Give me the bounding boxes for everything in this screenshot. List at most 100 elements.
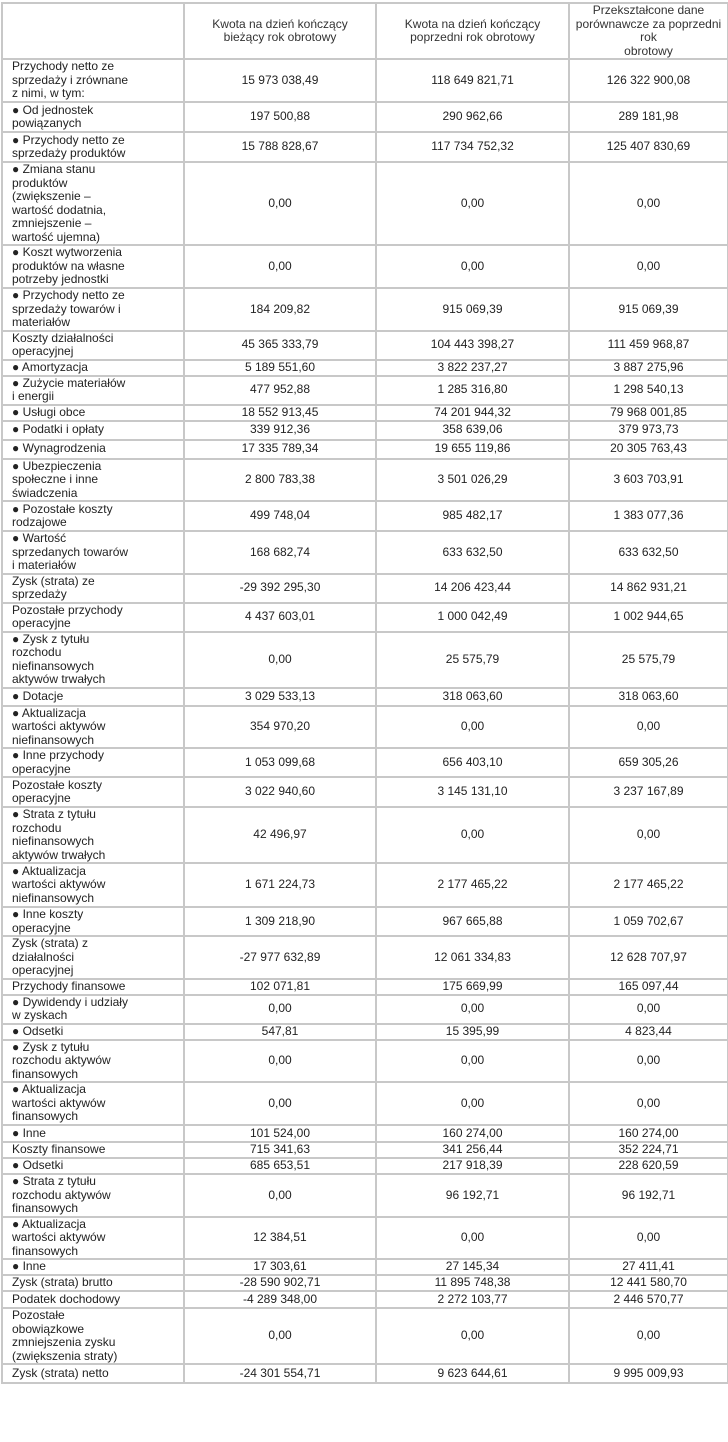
value-previous-year: 1 285 316,80 [375,374,570,406]
value-restated: 4 823,44 [568,1022,728,1041]
row-label: ● Inne przychody operacyjne [1,747,185,778]
table-row: ● Koszt wytworzenia produktów na własne … [1,244,728,289]
value-restated: 0,00 [568,1307,728,1365]
value-restated: 25 575,79 [568,630,728,689]
value-previous-year: 967 665,88 [375,906,570,937]
table-row: ● Inne koszty operacyjne 1 309 218,90 967 … [1,906,728,937]
table-row: Zysk (strata) z działalności operacyjnej… [1,935,728,980]
table-row: Koszty finansowe 715 341,63 341 256,44 352 … [1,1141,728,1159]
row-label: ● Zysk z tytułu rozchodu aktywów finanso… [1,1038,185,1083]
financial-statement-table: Kwota na dzień kończący bieżący rok obro… [1,2,728,1384]
value-previous-year: 0,00 [375,1215,570,1260]
header-current-year: Kwota na dzień kończący bieżący rok obro… [183,2,377,60]
value-restated: 20 305 763,43 [568,438,728,460]
value-current-year: 0,00 [183,630,377,689]
value-restated: 379 973,73 [568,419,728,441]
row-label: ● Strata z tytułu rozchodu aktywów finan… [1,1173,185,1218]
value-current-year: 0,00 [183,1081,377,1126]
value-restated: 165 097,44 [568,977,728,996]
table-row: ● Odsetki 685 653,51 217 918,39 228 620,59 [1,1157,728,1175]
value-previous-year: 12 061 334,83 [375,935,570,980]
value-current-year: 102 071,81 [183,977,377,996]
value-current-year: 17 335 789,34 [183,438,377,460]
value-previous-year: 19 655 119,86 [375,438,570,460]
row-label: ● Aktualizacja wartości aktywów niefinan… [1,862,185,908]
value-restated: 14 862 931,21 [568,572,728,604]
value-previous-year: 74 201 944,32 [375,403,570,422]
value-previous-year: 341 256,44 [375,1141,570,1159]
value-restated: 126 322 900,08 [568,58,728,103]
row-label: Przychody finansowe [1,977,185,996]
value-previous-year: 118 649 821,71 [375,58,570,103]
value-previous-year: 0,00 [375,1038,570,1083]
row-label: ● Przychody netto ze sprzedaży towarów i… [1,287,185,332]
table-row: ● Podatki i opłaty 339 912,36 358 639,06 37… [1,419,728,441]
row-label: Pozostałe obowiązkowe zmniejszenia zysku… [1,1307,185,1365]
value-current-year: 184 209,82 [183,287,377,332]
value-previous-year: 0,00 [375,1081,570,1126]
value-restated: 3 237 167,89 [568,776,728,808]
value-current-year: 547,81 [183,1022,377,1041]
value-restated: 12 628 707,97 [568,935,728,980]
value-current-year: 0,00 [183,161,377,246]
value-current-year: 15 973 038,49 [183,58,377,103]
value-previous-year: 27 145,34 [375,1258,570,1276]
value-previous-year: 3 145 131,10 [375,776,570,808]
row-label: ● Zysk z tytułu rozchodu niefinansowych … [1,630,185,689]
value-current-year: 15 788 828,67 [183,131,377,163]
value-previous-year: 0,00 [375,993,570,1025]
value-previous-year: 0,00 [375,806,570,864]
table-row: Przychody netto ze sprzedaży i zrównane … [1,58,728,103]
value-previous-year: 358 639,06 [375,419,570,441]
value-current-year: 1 053 099,68 [183,747,377,778]
table-row: ● Aktualizacja wartości aktywów niefinan… [1,862,728,908]
table-row: ● Zysk z tytułu rozchodu niefinansowych … [1,630,728,689]
row-label: Pozostałe przychody operacyjne [1,601,185,633]
table-row: ● Inne 101 524,00 160 274,00 160 274,00 [1,1124,728,1143]
value-current-year: 0,00 [183,993,377,1025]
table-row: ● Amortyzacja 5 189 551,60 3 822 237,27 3 8… [1,358,728,377]
value-current-year: 101 524,00 [183,1124,377,1143]
table-row: Pozostałe koszty operacyjne 3 022 940,60 3… [1,776,728,808]
value-current-year: -28 590 902,71 [183,1274,377,1292]
value-previous-year: 14 206 423,44 [375,572,570,604]
value-restated: 111 459 968,87 [568,329,728,361]
value-current-year: 45 365 333,79 [183,329,377,361]
row-label: Zysk (strata) brutto [1,1274,185,1292]
value-restated: 12 441 580,70 [568,1274,728,1292]
table-row: ● Wynagrodzenia 17 335 789,34 19 655 119,8… [1,438,728,460]
row-label: ● Inne [1,1124,185,1143]
row-label: ● Aktualizacja wartości aktywów niefinan… [1,704,185,749]
value-restated: 228 620,59 [568,1157,728,1175]
value-restated: 3 887 275,96 [568,358,728,377]
value-restated: 0,00 [568,993,728,1025]
value-current-year: -27 977 632,89 [183,935,377,980]
row-label: ● Inne koszty operacyjne [1,906,185,937]
value-current-year: 339 912,36 [183,419,377,441]
table-row: ● Zysk z tytułu rozchodu aktywów finanso… [1,1038,728,1083]
table-row: Przychody finansowe 102 071,81 175 669,99 1… [1,977,728,996]
row-label: Koszty działalności operacyjnej [1,329,185,361]
header-restated-comparative: Przekształcone dane porównawcze za poprz… [568,2,728,60]
row-label: Podatek dochodowy [1,1290,185,1309]
row-label: Pozostałe koszty operacyjne [1,776,185,808]
table-row: Pozostałe przychody operacyjne 4 437 603,… [1,601,728,633]
row-label: ● Aktualizacja wartości aktywów finansow… [1,1215,185,1260]
value-previous-year: 15 395,99 [375,1022,570,1041]
value-previous-year: 915 069,39 [375,287,570,332]
table-row: ● Przychody netto ze sprzedaży towarów i… [1,287,728,332]
value-previous-year: 0,00 [375,161,570,246]
value-previous-year: 1 000 042,49 [375,601,570,633]
table-row: ● Przychody netto ze sprzedaży produktów… [1,131,728,163]
value-current-year: -4 289 348,00 [183,1290,377,1309]
value-restated: 0,00 [568,1081,728,1126]
value-current-year: 1 671 224,73 [183,862,377,908]
value-previous-year: 633 632,50 [375,530,570,575]
row-label: ● Zmiana stanu produktów (zwiększenie – … [1,161,185,246]
value-restated: 318 063,60 [568,686,728,707]
value-restated: 96 192,71 [568,1173,728,1218]
value-restated: 2 177 465,22 [568,862,728,908]
row-label: Zysk (strata) z działalności operacyjnej [1,935,185,980]
row-label: ● Amortyzacja [1,358,185,377]
value-current-year: -29 392 295,30 [183,572,377,604]
